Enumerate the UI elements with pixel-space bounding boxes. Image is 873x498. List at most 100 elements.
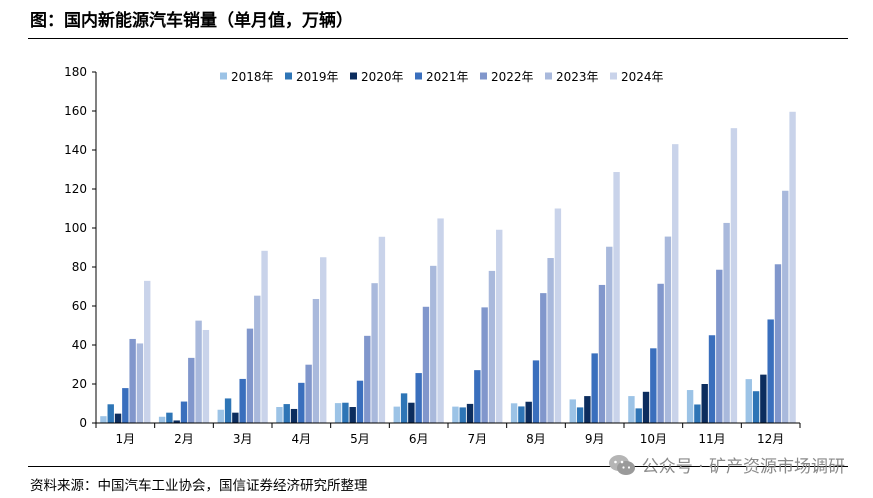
- bar-2018年-7月: [452, 406, 459, 423]
- bar-2024年-12月: [789, 111, 796, 423]
- bar-2024年-3月: [261, 250, 268, 423]
- bar-2024年-9月: [613, 172, 620, 423]
- bar-2023年-11月: [723, 222, 730, 423]
- bar-2022年-11月: [716, 269, 723, 423]
- bar-2019年-8月: [518, 406, 525, 423]
- bar-2023年-1月: [136, 343, 144, 423]
- x-tick-label: 5月: [350, 432, 370, 446]
- bar-2019年-12月: [752, 391, 760, 423]
- bar-2024年-6月: [437, 218, 444, 423]
- bar-2020年-8月: [525, 401, 532, 423]
- bar-2024年-4月: [320, 257, 327, 423]
- bar-2019年-6月: [400, 393, 408, 423]
- bar-2020年-5月: [349, 407, 356, 423]
- x-tick-label: 4月: [292, 432, 312, 446]
- bar-2024年-1月: [144, 280, 151, 423]
- bar-2022年-8月: [540, 293, 547, 423]
- bar-2020年-2月: [173, 420, 180, 423]
- legend-label: 2019年: [296, 70, 339, 84]
- bar-2022年-10月: [657, 283, 664, 423]
- bar-2019年-7月: [459, 407, 466, 423]
- bar-2021年-8月: [532, 360, 540, 423]
- y-tick-label: 80: [72, 260, 87, 274]
- bar-2021年-2月: [180, 401, 188, 423]
- axes-group: 0 20 40 60 80 100 120 140 160 180 1月 2月 3月 4月 5月 6月 7月 8月…: [64, 65, 801, 446]
- bar-2021年-7月: [474, 370, 481, 423]
- bar-2020年-11月: [701, 384, 708, 423]
- legend-label: 2022年: [491, 70, 534, 84]
- bar-2023年-7月: [488, 270, 496, 423]
- bar-2023年-8月: [547, 258, 554, 423]
- bar-2024年-8月: [554, 208, 562, 423]
- x-tick-label: 9月: [585, 432, 605, 446]
- x-tick-label: 1月: [116, 432, 136, 446]
- x-tick-label: 2月: [174, 432, 194, 446]
- bar-2022年-7月: [481, 307, 488, 423]
- bar-2019年-10月: [635, 408, 642, 424]
- bar-2019年-4月: [283, 404, 290, 423]
- x-tick-label: 6月: [409, 432, 429, 446]
- bar-2019年-9月: [576, 407, 584, 423]
- bar-2024年-7月: [496, 229, 503, 423]
- x-tick-label: 7月: [468, 432, 488, 446]
- x-tick-label: 3月: [233, 432, 253, 446]
- bar-2018年-10月: [628, 396, 635, 423]
- y-tick-label: 140: [64, 143, 87, 157]
- bar-2023年-2月: [195, 320, 202, 424]
- x-tick-label: 11月: [698, 432, 725, 446]
- bar-2021年-3月: [239, 378, 246, 423]
- bar-2023年-3月: [254, 295, 261, 423]
- bar-2020年-10月: [642, 391, 650, 423]
- bar-2022年-6月: [422, 306, 430, 423]
- footer-divider: [28, 466, 848, 467]
- legend-label: 2018年: [231, 70, 274, 84]
- x-tick-label: 12月: [757, 432, 784, 446]
- bar-2020年-6月: [408, 402, 415, 423]
- bar-2022年-4月: [305, 364, 312, 423]
- watermark: 公众号 · 矿产资源市场调研: [608, 452, 845, 477]
- bar-2018年-12月: [745, 379, 752, 424]
- bar-2021年-5月: [356, 380, 364, 423]
- bar-2019年-11月: [694, 404, 701, 423]
- bar-2021年-1月: [122, 388, 129, 423]
- bar-2018年-4月: [276, 407, 283, 423]
- bar-2019年-5月: [342, 402, 349, 423]
- bar-2018年-11月: [686, 390, 694, 423]
- bar-2018年-2月: [158, 416, 166, 423]
- bar-2018年-5月: [334, 403, 342, 423]
- bar-2023年-5月: [371, 283, 378, 423]
- y-tick-label: 60: [72, 299, 87, 313]
- bar-2018年-6月: [393, 406, 400, 423]
- bar-2018年-8月: [510, 403, 518, 423]
- bar-2020年-12月: [760, 374, 767, 423]
- watermark-text: 公众号 · 矿产资源市场调研: [641, 457, 845, 477]
- bar-2021年-11月: [708, 335, 716, 423]
- bar-2020年-1月: [114, 413, 122, 423]
- chart-title: 图：国内新能源汽车销量（单月值，万辆）: [30, 11, 353, 31]
- bar-2021年-6月: [415, 373, 422, 423]
- bar-2023年-12月: [782, 190, 789, 423]
- legend-label: 2020年: [361, 70, 404, 84]
- y-tick-label: 0: [79, 416, 87, 430]
- legend-swatch: [545, 72, 552, 80]
- bar-2018年-3月: [217, 409, 224, 423]
- y-tick-label: 160: [64, 104, 87, 118]
- bar-2024年-11月: [730, 128, 738, 423]
- bar-2019年-3月: [224, 398, 232, 423]
- bar-2022年-2月: [188, 357, 195, 423]
- y-tick-label: 40: [72, 338, 87, 352]
- bar-2022年-1月: [129, 338, 136, 423]
- bar-2022年-12月: [774, 264, 782, 423]
- bar-2023年-4月: [312, 298, 320, 423]
- bar-2018年-9月: [569, 399, 576, 423]
- bars-group: [100, 111, 796, 424]
- y-tick-label: 120: [64, 182, 87, 196]
- bar-2023年-9月: [606, 246, 613, 423]
- wechat-icon: [608, 454, 635, 475]
- legend-label: 2023年: [556, 70, 599, 84]
- bar-2019年-1月: [107, 404, 114, 423]
- bar-2021年-4月: [298, 382, 305, 423]
- bar-2021年-10月: [650, 348, 657, 423]
- bar-2020年-7月: [466, 403, 474, 423]
- legend-swatch: [220, 72, 227, 80]
